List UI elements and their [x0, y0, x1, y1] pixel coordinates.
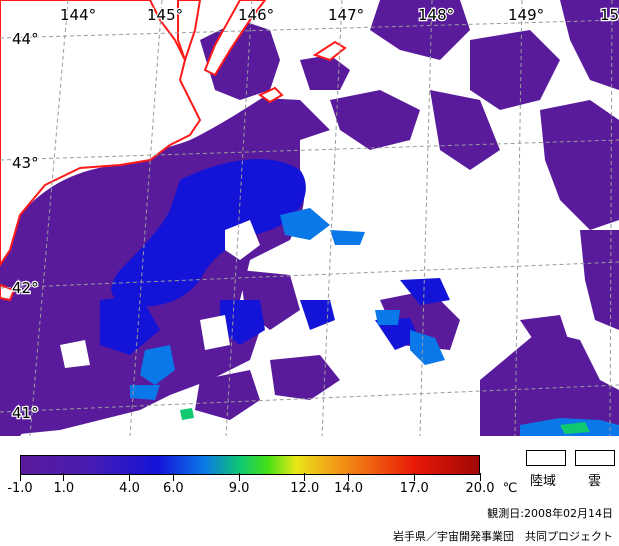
colorbar-tick-label: 14.0	[334, 481, 364, 496]
latitude-labels: 44° 43° 42° 41°	[11, 29, 40, 424]
graticule	[0, 0, 619, 436]
lon-label: 145°	[147, 6, 183, 24]
temperature-colorbar	[20, 455, 480, 475]
colorbar-tick	[172, 473, 174, 481]
lat-label: 41°	[12, 404, 39, 422]
colorbar-tick-label: -1.0	[7, 481, 33, 496]
longitude-labels: 144° 145° 146° 147° 148° 149° 15	[59, 5, 619, 26]
land-legend-label: 陸域	[530, 474, 557, 489]
colorbar-tick	[479, 473, 481, 481]
colorbar-tick	[238, 473, 240, 481]
colorbar-tick	[63, 473, 65, 481]
colorbar-tick	[304, 473, 306, 481]
cloud-legend-label: 雲	[588, 474, 602, 489]
colorbar-tick-label: 12.0	[290, 481, 320, 496]
observation-date: 観測日:2008年02月14日	[487, 507, 613, 520]
lat-label: 43°	[12, 154, 39, 172]
lon-label: 144°	[60, 6, 96, 24]
lon-label: 15	[600, 6, 619, 24]
lon-label: 149°	[508, 6, 544, 24]
colorbar-tick	[413, 473, 415, 481]
colorbar-tick-label: 1.0	[53, 481, 75, 496]
sst-field	[0, 0, 619, 436]
land-legend-swatch	[526, 450, 566, 466]
colorbar-tick-label: 4.0	[119, 481, 140, 496]
sst-map: 144° 145° 146° 147° 148° 149° 15 44° 43°…	[0, 0, 619, 436]
colorbar-tick	[19, 473, 21, 481]
lat-label: 42°	[12, 279, 39, 297]
lat-label: 44°	[12, 30, 39, 48]
credit-text: 岩手県／宇宙開発事業団 共同プロジェクト	[393, 530, 613, 543]
lon-label: 148°	[418, 6, 454, 24]
colorbar-unit: ℃	[502, 481, 518, 496]
colorbar-tick-label: 6.0	[162, 481, 184, 496]
colorbar-tick	[129, 473, 131, 481]
colorbar-tick	[348, 473, 350, 481]
colorbar-tick-label: 20.0	[465, 481, 495, 496]
hokkaido-land	[0, 0, 347, 302]
colorbar-tick-label: 9.0	[228, 481, 250, 496]
colorbar-tick-label: 17.0	[399, 481, 429, 496]
lon-label: 147°	[328, 6, 364, 24]
cloud-legend-swatch	[575, 450, 615, 466]
lon-label: 146°	[238, 6, 274, 24]
